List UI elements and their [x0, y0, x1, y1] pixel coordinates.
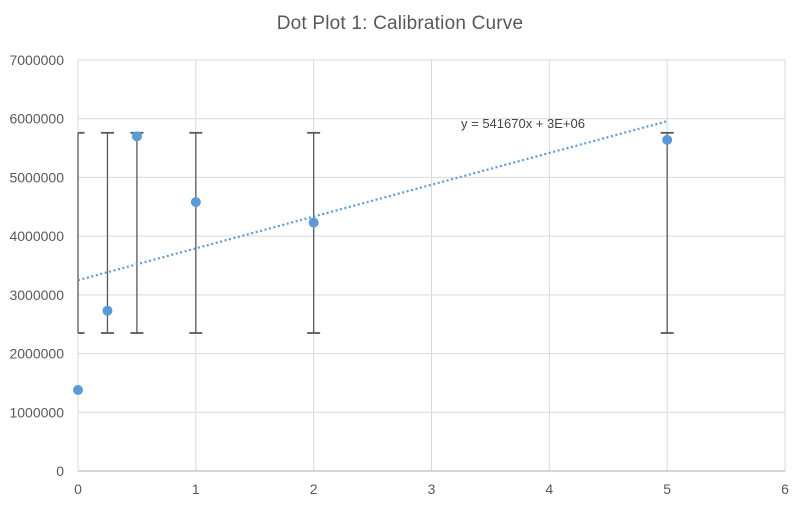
x-tick-label: 0 — [74, 481, 82, 497]
data-point — [102, 305, 113, 316]
x-tick-label: 5 — [663, 481, 671, 497]
trendline-equation-label: y = 541670x + 3E+06 — [461, 116, 585, 131]
x-tick-label: 4 — [545, 481, 553, 497]
x-tick-label: 6 — [781, 481, 789, 497]
chart-title: Dot Plot 1: Calibration Curve — [276, 13, 524, 34]
data-point — [131, 131, 142, 142]
trendline — [77, 120, 668, 282]
x-tick-label: 3 — [428, 481, 436, 497]
data-point — [190, 197, 201, 208]
y-tick-label: 4000000 — [9, 228, 64, 244]
x-tick-label: 2 — [310, 481, 318, 497]
y-tick-label: 5000000 — [9, 169, 64, 185]
y-tick-label: 3000000 — [9, 287, 64, 303]
y-tick-label: 2000000 — [9, 346, 64, 362]
data-point — [662, 134, 673, 145]
data-point — [73, 384, 83, 395]
y-tick-label: 6000000 — [9, 111, 64, 127]
data-point — [308, 217, 319, 228]
y-tick-label: 0 — [56, 463, 64, 479]
y-tick-label: 7000000 — [9, 52, 64, 68]
y-tick-label: 1000000 — [9, 404, 64, 420]
x-tick-label: 1 — [192, 481, 200, 497]
